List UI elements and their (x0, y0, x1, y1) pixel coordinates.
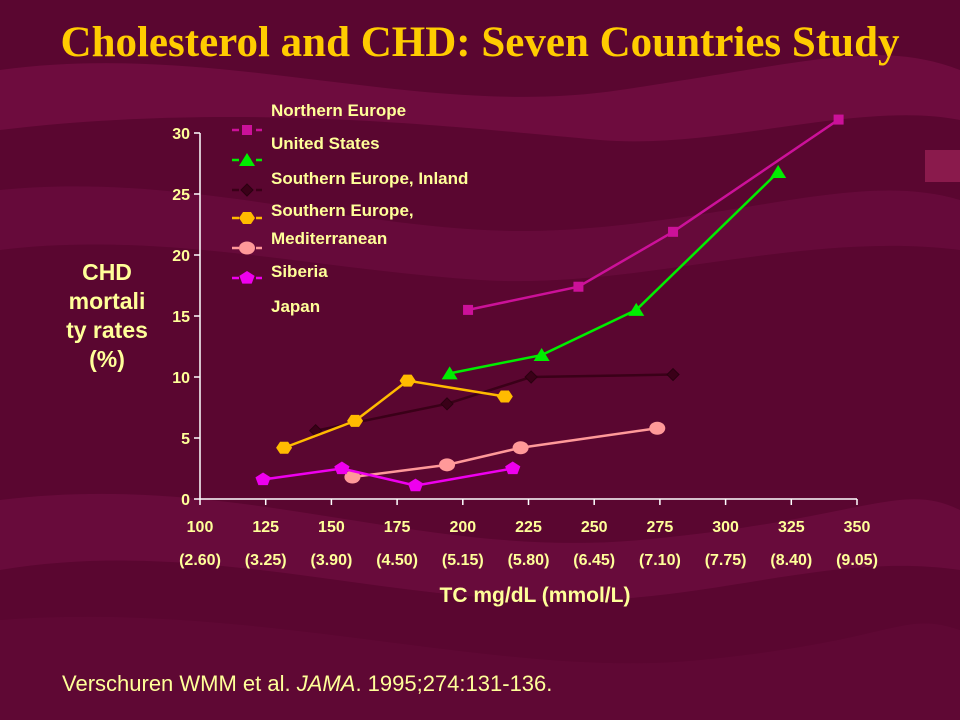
y-axis-label: CHD mortali ty rates (%) (52, 258, 162, 374)
x-tick-label: 175 (384, 519, 411, 536)
series-northern-europe (463, 114, 844, 315)
y-tick-label: 0 (181, 492, 190, 509)
legend: Northern Europe United States Southern Eur… (232, 101, 468, 316)
data-point-japan (255, 472, 271, 486)
legend-marker (239, 241, 255, 255)
data-point-siberia (649, 421, 666, 435)
series-line-southern-europe-mediterranean (283, 379, 506, 449)
x-tick-sublabel: (9.05) (836, 552, 878, 569)
y-tick-label: 30 (172, 126, 190, 143)
x-tick-label: 275 (647, 519, 674, 536)
series-southern-europe-mediterranean (276, 374, 513, 454)
legend-marker (239, 212, 255, 224)
series-siberia (344, 421, 666, 484)
series-united-states (441, 165, 787, 380)
x-tick-sublabel: (6.45) (573, 552, 615, 569)
legend-marker (239, 153, 255, 166)
x-tick-label: 225 (515, 519, 542, 536)
y-tick-label: 25 (172, 187, 190, 204)
x-tick-sublabel: (8.40) (770, 552, 812, 569)
data-point-northern-europe (668, 226, 679, 237)
data-point-southern-europe-mediterranean (399, 374, 416, 387)
data-point-northern-europe (573, 281, 584, 292)
y-tick-label: 15 (172, 309, 190, 326)
legend-label: Mediterranean (271, 229, 387, 248)
citation-journal: JAMA (296, 671, 356, 696)
y-axis-label-line: mortali (68, 288, 146, 314)
data-point-southern-europe-inland (666, 367, 680, 382)
x-tick-label: 150 (318, 519, 345, 536)
legend-marker (239, 271, 255, 284)
data-point-japan (334, 461, 350, 475)
y-axis-label-line: CHD (82, 259, 132, 285)
citation-authors: Verschuren WMM et al. (62, 671, 297, 696)
legend-label: Southern Europe, Inland (271, 169, 468, 188)
x-tick-label: 100 (187, 519, 214, 536)
data-point-siberia (439, 458, 456, 472)
series-line-united-states (449, 171, 780, 375)
y-tick-label: 5 (181, 431, 190, 448)
legend-marker (242, 125, 252, 135)
data-point-southern-europe-inland (524, 370, 538, 384)
data-point-united-states (533, 348, 550, 362)
data-point-southern-europe-mediterranean (276, 441, 293, 454)
y-axis-label-line: ty rates (66, 317, 148, 343)
data-point-united-states (628, 302, 645, 316)
x-tick-label: 125 (252, 519, 279, 536)
series-japan (255, 461, 521, 492)
legend-label: Northern Europe (271, 101, 406, 120)
series-southern-europe-inland (308, 367, 680, 438)
x-tick-sublabel: (4.50) (376, 552, 418, 569)
y-tick-label: 20 (172, 248, 190, 265)
data-point-southern-europe-inland (440, 397, 454, 411)
data-point-united-states (441, 366, 458, 380)
series-line-southern-europe-inland (315, 373, 674, 432)
slide-title: Cholesterol and CHD: Seven Countries Stu… (60, 19, 900, 66)
x-tick-label: 325 (778, 519, 805, 536)
x-tick-sublabel: (3.90) (311, 552, 353, 569)
legend-label: Southern Europe, (271, 201, 414, 220)
data-point-siberia (344, 470, 361, 484)
legend-label: Siberia (271, 262, 328, 281)
x-tick-sublabel: (3.25) (245, 552, 287, 569)
legend-label: United States (271, 134, 380, 153)
citation-details: . 1995;274:131-136. (355, 671, 553, 696)
series-line-japan (262, 467, 513, 487)
x-tick-label: 300 (712, 519, 739, 536)
data-point-northern-europe (463, 304, 474, 315)
data-point-united-states (770, 165, 787, 179)
y-axis-label-line: (%) (89, 346, 125, 372)
series-line-northern-europe (467, 118, 840, 312)
y-tick-label: 10 (172, 370, 190, 387)
x-tick-label: 250 (581, 519, 608, 536)
data-point-japan (505, 461, 521, 475)
x-axis-label: TC mg/dL (mmol/L) (439, 584, 631, 607)
x-tick-label: 200 (449, 519, 476, 536)
data-point-northern-europe (833, 114, 844, 125)
x-tick-sublabel: (7.75) (705, 552, 747, 569)
citation: Verschuren WMM et al. JAMA. 1995;274:131… (62, 671, 552, 697)
legend-label: Japan (271, 297, 320, 316)
x-tick-label: 350 (844, 519, 871, 536)
x-tick-sublabel: (5.15) (442, 552, 484, 569)
data-point-southern-europe-mediterranean (347, 414, 364, 427)
x-tick-sublabel: (2.60) (179, 552, 221, 569)
x-tick-sublabel: (5.80) (508, 552, 550, 569)
data-point-japan (407, 478, 424, 492)
data-point-southern-europe-mediterranean (496, 390, 513, 403)
series-line-siberia (352, 427, 658, 479)
data-point-siberia (512, 441, 529, 455)
legend-marker (240, 183, 254, 197)
x-tick-sublabel: (7.10) (639, 552, 681, 569)
